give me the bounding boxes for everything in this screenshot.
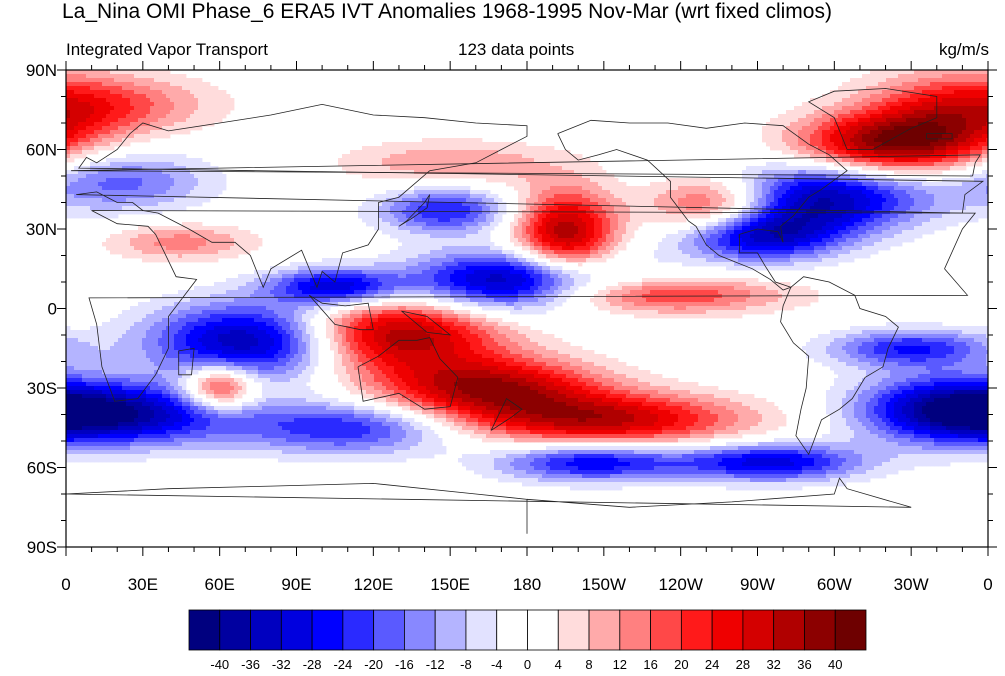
colorbar-box xyxy=(650,609,682,651)
coastline-segment xyxy=(398,194,431,227)
colorbar-box xyxy=(619,609,651,651)
coastline-segment xyxy=(178,347,195,376)
x-tick-label: 180 xyxy=(513,575,541,594)
colorbar-box xyxy=(496,609,528,651)
colorbar-box xyxy=(188,609,221,651)
y-tick-label: 30S xyxy=(27,379,57,398)
colorbar-box xyxy=(588,609,621,651)
colorbar-label: -28 xyxy=(303,657,322,672)
x-tick-label: 120E xyxy=(353,575,393,594)
colorbar-box xyxy=(742,609,775,651)
y-tick-label: 30N xyxy=(26,220,57,239)
colorbar-label: 24 xyxy=(705,657,719,672)
colorbar-box xyxy=(557,609,590,651)
y-tick-label: 90N xyxy=(26,61,57,80)
colorbar-box xyxy=(311,609,344,651)
coastlines xyxy=(66,88,985,534)
x-tick-label: 90W xyxy=(740,575,775,594)
colorbar-labels: -40 -36 -32 -28 -24 -20 -16 -12 -8 -4 0 4 8 12 16 20 24 2… xyxy=(210,657,842,672)
colorbar-box xyxy=(465,609,498,651)
axis-ticks xyxy=(57,61,997,556)
colorbar-label: 16 xyxy=(643,657,657,672)
colorbar-label: -16 xyxy=(395,657,414,672)
subtitle-count: 123 data points xyxy=(458,40,575,59)
colorbar-label: 20 xyxy=(674,657,688,672)
colorbar-box xyxy=(711,609,744,651)
colorbar-box xyxy=(804,609,836,651)
subtitle-units: kg/m/s xyxy=(938,40,989,59)
y-tick-label: 0 xyxy=(48,300,57,319)
coastline-segment xyxy=(401,310,452,336)
x-tick-label: 60W xyxy=(817,575,852,594)
y-tick-label: 60N xyxy=(26,141,57,160)
colorbar-label: 40 xyxy=(828,657,842,672)
x-tick-label: 0 xyxy=(61,575,70,594)
colorbar-label: -12 xyxy=(426,657,445,672)
coastline-segment xyxy=(807,88,938,150)
subtitle-variable: Integrated Vapor Transport xyxy=(66,40,268,59)
coastline-segment xyxy=(780,276,899,456)
x-tick-label: 0 xyxy=(983,575,992,594)
colorbar-label: 4 xyxy=(555,657,562,672)
coastline-segment xyxy=(490,398,523,431)
colorbar-label: 32 xyxy=(766,657,780,672)
colorbar-label: 0 xyxy=(524,657,531,672)
y-tick-label: 60S xyxy=(27,459,57,478)
colorbar-box xyxy=(834,609,867,651)
coastline-segment xyxy=(557,119,848,291)
x-tick-labels: 0 30E 60E 90E 120E 150E 180 150W 120W 90W 60W 30W 0 xyxy=(61,575,992,594)
chart-title: La_Nina OMI Phase_6 ERA5 IVT Anomalies 1… xyxy=(62,0,832,23)
colorbar-box xyxy=(404,609,436,651)
coastline-segment xyxy=(66,477,912,534)
colorbar-box xyxy=(773,609,805,651)
x-tick-label: 150E xyxy=(430,575,470,594)
colorbar-label: -20 xyxy=(364,657,383,672)
y-tick-labels: 90N 60N 30N 0 30S 60S 90S xyxy=(26,61,57,557)
colorbar-label: -36 xyxy=(241,657,260,672)
x-tick-label: 30W xyxy=(894,575,929,594)
colorbar-box xyxy=(434,609,467,651)
colorbar-box xyxy=(250,609,282,651)
colorbar-label: -40 xyxy=(210,657,229,672)
colorbar-box xyxy=(219,609,251,651)
colorbar-label: -24 xyxy=(333,657,352,672)
y-tick-label: 90S xyxy=(27,538,57,557)
colorbar-label: -32 xyxy=(272,657,291,672)
colorbar-label: 8 xyxy=(585,657,592,672)
x-tick-label: 60E xyxy=(205,575,235,594)
colorbar-label: -8 xyxy=(460,657,472,672)
colorbar-label: 28 xyxy=(736,657,750,672)
coastline-segment xyxy=(76,103,985,289)
anomaly-field xyxy=(66,70,988,547)
coastline-segment xyxy=(357,337,459,410)
coastline-segment xyxy=(71,154,982,177)
colorbar-box xyxy=(373,609,405,651)
x-tick-label: 150W xyxy=(582,575,626,594)
x-tick-label: 30E xyxy=(128,575,158,594)
colorbar-label: 12 xyxy=(613,657,627,672)
colorbar-label: 36 xyxy=(797,657,811,672)
x-tick-label: 90E xyxy=(281,575,311,594)
coastline-segment xyxy=(926,133,953,140)
colorbar-box xyxy=(527,609,559,651)
colorbar-label: -4 xyxy=(491,657,503,672)
coastline-segment xyxy=(88,210,977,402)
colorbar-box xyxy=(280,609,313,651)
colorbar xyxy=(188,609,867,651)
colorbar-box xyxy=(680,609,713,651)
coastline-segment xyxy=(308,294,374,331)
x-tick-label: 120W xyxy=(658,575,702,594)
colorbar-box xyxy=(342,609,375,651)
